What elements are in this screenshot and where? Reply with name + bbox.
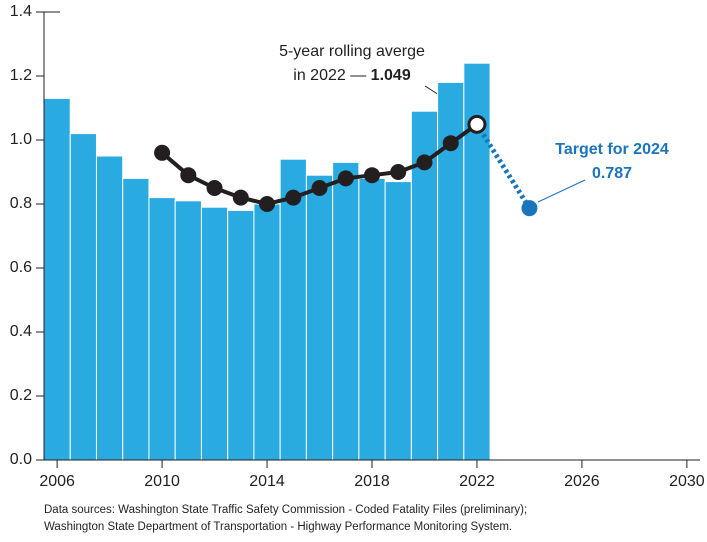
target-line bbox=[474, 122, 532, 210]
data-label: 0.787 bbox=[592, 165, 632, 182]
bar bbox=[358, 177, 386, 461]
bar bbox=[174, 200, 202, 461]
rolling-point bbox=[206, 180, 223, 196]
bar bbox=[332, 161, 360, 461]
x-tick-label: 2022 bbox=[459, 473, 495, 490]
rolling-point bbox=[364, 167, 380, 184]
source: Data sources: Washington State Traffic S… bbox=[44, 504, 527, 516]
leader-line bbox=[537, 179, 586, 203]
annotation: in 2022 — 1.049 bbox=[293, 67, 411, 84]
x-tick-label: 2014 bbox=[249, 473, 285, 490]
rolling-point bbox=[180, 167, 197, 184]
bar bbox=[122, 177, 150, 461]
x-tick-label: 2018 bbox=[354, 473, 390, 490]
y-tick-label: 1.0 bbox=[10, 131, 32, 148]
x-tick-label: 2006 bbox=[39, 473, 75, 490]
rolling-point bbox=[285, 189, 302, 206]
rolling-point bbox=[467, 114, 487, 134]
annotation: Target for 2024 bbox=[555, 141, 669, 158]
y-tick-label: 0.2 bbox=[10, 387, 32, 404]
rolling-point bbox=[311, 180, 328, 196]
target-point bbox=[521, 200, 538, 217]
y-tick-label: 0.6 bbox=[10, 259, 32, 276]
data-label: 1.049 bbox=[371, 67, 411, 84]
rolling-point bbox=[390, 164, 407, 180]
rolling-point bbox=[232, 189, 249, 206]
rolling-point bbox=[259, 196, 276, 212]
bar bbox=[43, 97, 71, 461]
bar bbox=[200, 206, 229, 461]
source: Washington State Department of Transport… bbox=[44, 521, 512, 533]
rolling-point bbox=[442, 135, 459, 152]
x-tick-label: 2030 bbox=[669, 473, 705, 490]
rolling-point bbox=[154, 144, 171, 161]
x-tick-label: 2010 bbox=[144, 473, 180, 490]
rolling-point bbox=[416, 154, 433, 171]
bar bbox=[148, 197, 176, 461]
y-tick-label: 0.4 bbox=[10, 323, 32, 340]
x-tick-label: 2026 bbox=[564, 473, 600, 490]
bar bbox=[69, 133, 97, 461]
y-tick-label: 1.4 bbox=[10, 3, 32, 20]
bar bbox=[305, 174, 334, 461]
y-tick-label: 0.8 bbox=[10, 195, 32, 212]
bar bbox=[253, 203, 281, 461]
annotation: in 2022 — bbox=[293, 67, 370, 84]
rolling-point bbox=[337, 170, 354, 187]
bar bbox=[227, 209, 255, 461]
y-tick-label: 1.2 bbox=[10, 67, 32, 84]
y-tick-label: 0.0 bbox=[10, 451, 32, 468]
bar bbox=[384, 181, 412, 461]
bar bbox=[95, 155, 124, 461]
annotation: 5-year rolling averge bbox=[279, 43, 425, 60]
